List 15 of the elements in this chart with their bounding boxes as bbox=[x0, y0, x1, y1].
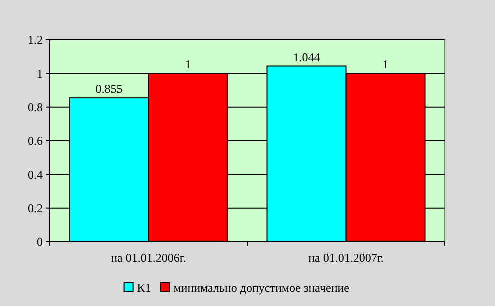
y-tick-label: 0 bbox=[37, 235, 43, 250]
y-tick-label: 0.4 bbox=[28, 168, 43, 182]
x-tick-label: на 01.01.2007г. bbox=[308, 251, 384, 265]
legend-label: К1 bbox=[137, 281, 152, 296]
y-tick-label: 1.2 bbox=[28, 33, 43, 48]
legend-label: минимально допустимое значение bbox=[174, 281, 350, 296]
y-tick-label: 0.2 bbox=[28, 202, 43, 216]
y-tick-label: 1 bbox=[37, 66, 43, 81]
y-tick-label: 0.6 bbox=[28, 134, 43, 148]
data-label: 1.044 bbox=[293, 50, 320, 64]
data-label: 1 bbox=[382, 58, 389, 72]
data-label: 1 bbox=[185, 58, 192, 72]
y-tick-label: 0.8 bbox=[28, 100, 43, 115]
x-tick-label: на 01.01.2006г. bbox=[111, 251, 186, 265]
data-label: 0.855 bbox=[96, 82, 123, 96]
